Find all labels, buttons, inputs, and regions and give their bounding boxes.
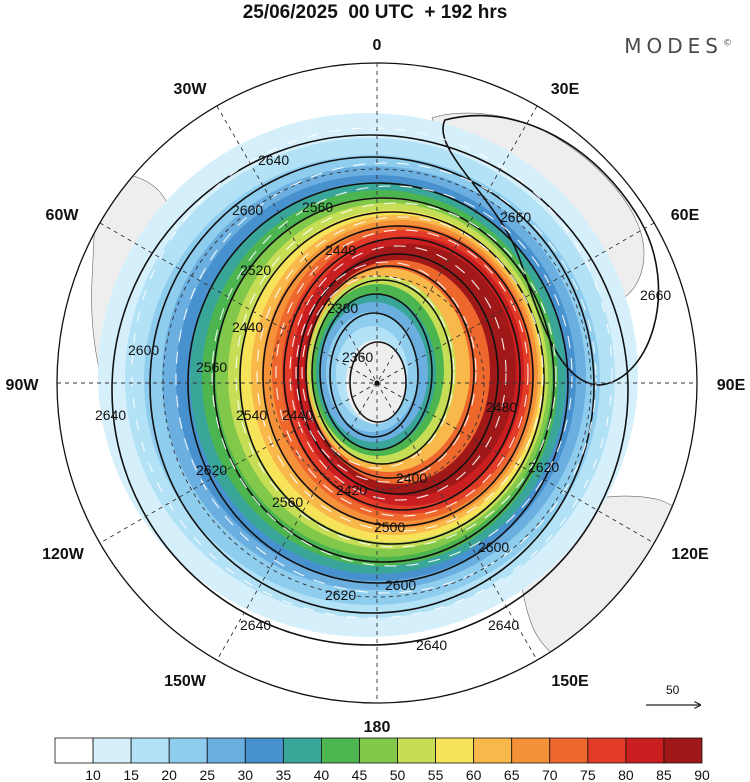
contour-label: 2360 (342, 349, 373, 365)
contour-label: 2620 (325, 587, 356, 603)
contour-label: 2640 (240, 617, 271, 633)
contour-label: 2520 (240, 262, 271, 278)
map-boundary (56, 62, 698, 704)
contour-label: 2440 (232, 319, 263, 335)
colorbar-tick-label: 75 (580, 767, 596, 782)
contour-label: 2540 (236, 407, 267, 423)
colorbar-tick-label: 15 (123, 767, 139, 782)
contour-label: 2640 (488, 617, 519, 633)
colorbar-swatch (244, 737, 284, 764)
colorbar-tick-label: 45 (352, 767, 368, 782)
lon-label-90e: 90E (717, 377, 746, 394)
lon-label-30w: 30W (174, 81, 208, 98)
colorbar-swatch (282, 737, 322, 764)
contour-label: 2640 (416, 637, 447, 653)
colorbar-swatch (663, 737, 703, 764)
contour-label: 2560 (302, 199, 333, 215)
wind-vectors (131, 127, 613, 619)
contour-label: 2660 (640, 287, 671, 303)
colorbar-tick-label: 40 (314, 767, 330, 782)
colorbar: 10 15 20 25 30 35 40 45 50 55 60 65 70 75 80 85 90 (54, 737, 710, 782)
colorbar-tick-label: 90 (694, 767, 710, 782)
contour-label: 2640 (95, 407, 126, 423)
colorbar-tick-label: 25 (199, 767, 215, 782)
lon-label-150w: 150W (164, 673, 207, 690)
reference-vector: 50 (646, 683, 700, 705)
contour-label: 2600 (232, 202, 263, 218)
contour-label: 2640 (258, 152, 289, 168)
colorbar-tick-label: 20 (161, 767, 177, 782)
colorbar-swatch (130, 737, 170, 764)
south-pole-marker (374, 380, 380, 386)
colorbar-swatch (625, 737, 665, 764)
contour-label: 2600 (385, 577, 416, 593)
colorbar-swatch (168, 737, 208, 764)
contour-label: 2560 (272, 494, 303, 510)
colorbar-tick-label: 55 (428, 767, 444, 782)
lon-label-60e: 60E (671, 207, 700, 224)
lon-label-0: 0 (373, 37, 382, 54)
contour-label: 2380 (327, 300, 358, 316)
colorbar-tick-label: 50 (390, 767, 406, 782)
lon-label-60w: 60W (46, 207, 80, 224)
wind-speed-shading (98, 113, 638, 637)
colorbar-swatch (359, 737, 398, 764)
contour-label: 2480 (486, 399, 517, 415)
colorbar-tick-label: 30 (238, 767, 254, 782)
colorbar-swatch (397, 737, 436, 764)
colorbar-swatch (473, 737, 513, 764)
contour-label: 2600 (478, 539, 509, 555)
contour-label: 2620 (196, 462, 227, 478)
contour-label: 2400 (396, 470, 427, 486)
colorbar-swatch (54, 737, 94, 764)
map-title: 25/06/2025 00 UTC + 192 hrs (242, 2, 508, 23)
colorbar-tick-label: 85 (656, 767, 672, 782)
contour-label: 2660 (500, 209, 531, 225)
contour-label: 2420 (336, 482, 367, 498)
lon-label-120e: 120E (671, 546, 709, 563)
reference-vector-label: 50 (666, 683, 680, 697)
colorbar-tick-label: 10 (85, 767, 101, 782)
contour-label: 2440 (325, 242, 356, 258)
colorbar-swatch (511, 737, 551, 764)
colorbar-swatch (587, 737, 627, 764)
brand-logo: MODES© (624, 34, 732, 58)
lon-label-30e: 30E (551, 81, 580, 98)
brand-name: MODES (624, 34, 723, 58)
lon-label-180: 180 (364, 719, 391, 736)
contour-label: 2620 (528, 459, 559, 475)
copyright-mark: © (723, 38, 732, 49)
lon-label-150e: 150E (551, 673, 589, 690)
colorbar-tick-label: 60 (466, 767, 482, 782)
contour-label: 2560 (196, 359, 227, 375)
contour-label: 2500 (374, 519, 405, 535)
colorbar-swatch (206, 737, 246, 764)
colorbar-swatch (549, 737, 589, 764)
contour-label: 2440 (282, 407, 313, 423)
colorbar-swatch (435, 737, 475, 764)
colorbar-tick-label: 35 (276, 767, 292, 782)
colorbar-swatch (92, 737, 132, 764)
colorbar-swatch (321, 737, 360, 764)
colorbar-tick-label: 65 (504, 767, 520, 782)
lon-label-120w: 120W (42, 546, 85, 563)
colorbar-tick-label: 70 (542, 767, 558, 782)
lon-label-90w: 90W (6, 377, 40, 394)
contour-label: 2600 (128, 342, 159, 358)
colorbar-tick-label: 80 (618, 767, 634, 782)
